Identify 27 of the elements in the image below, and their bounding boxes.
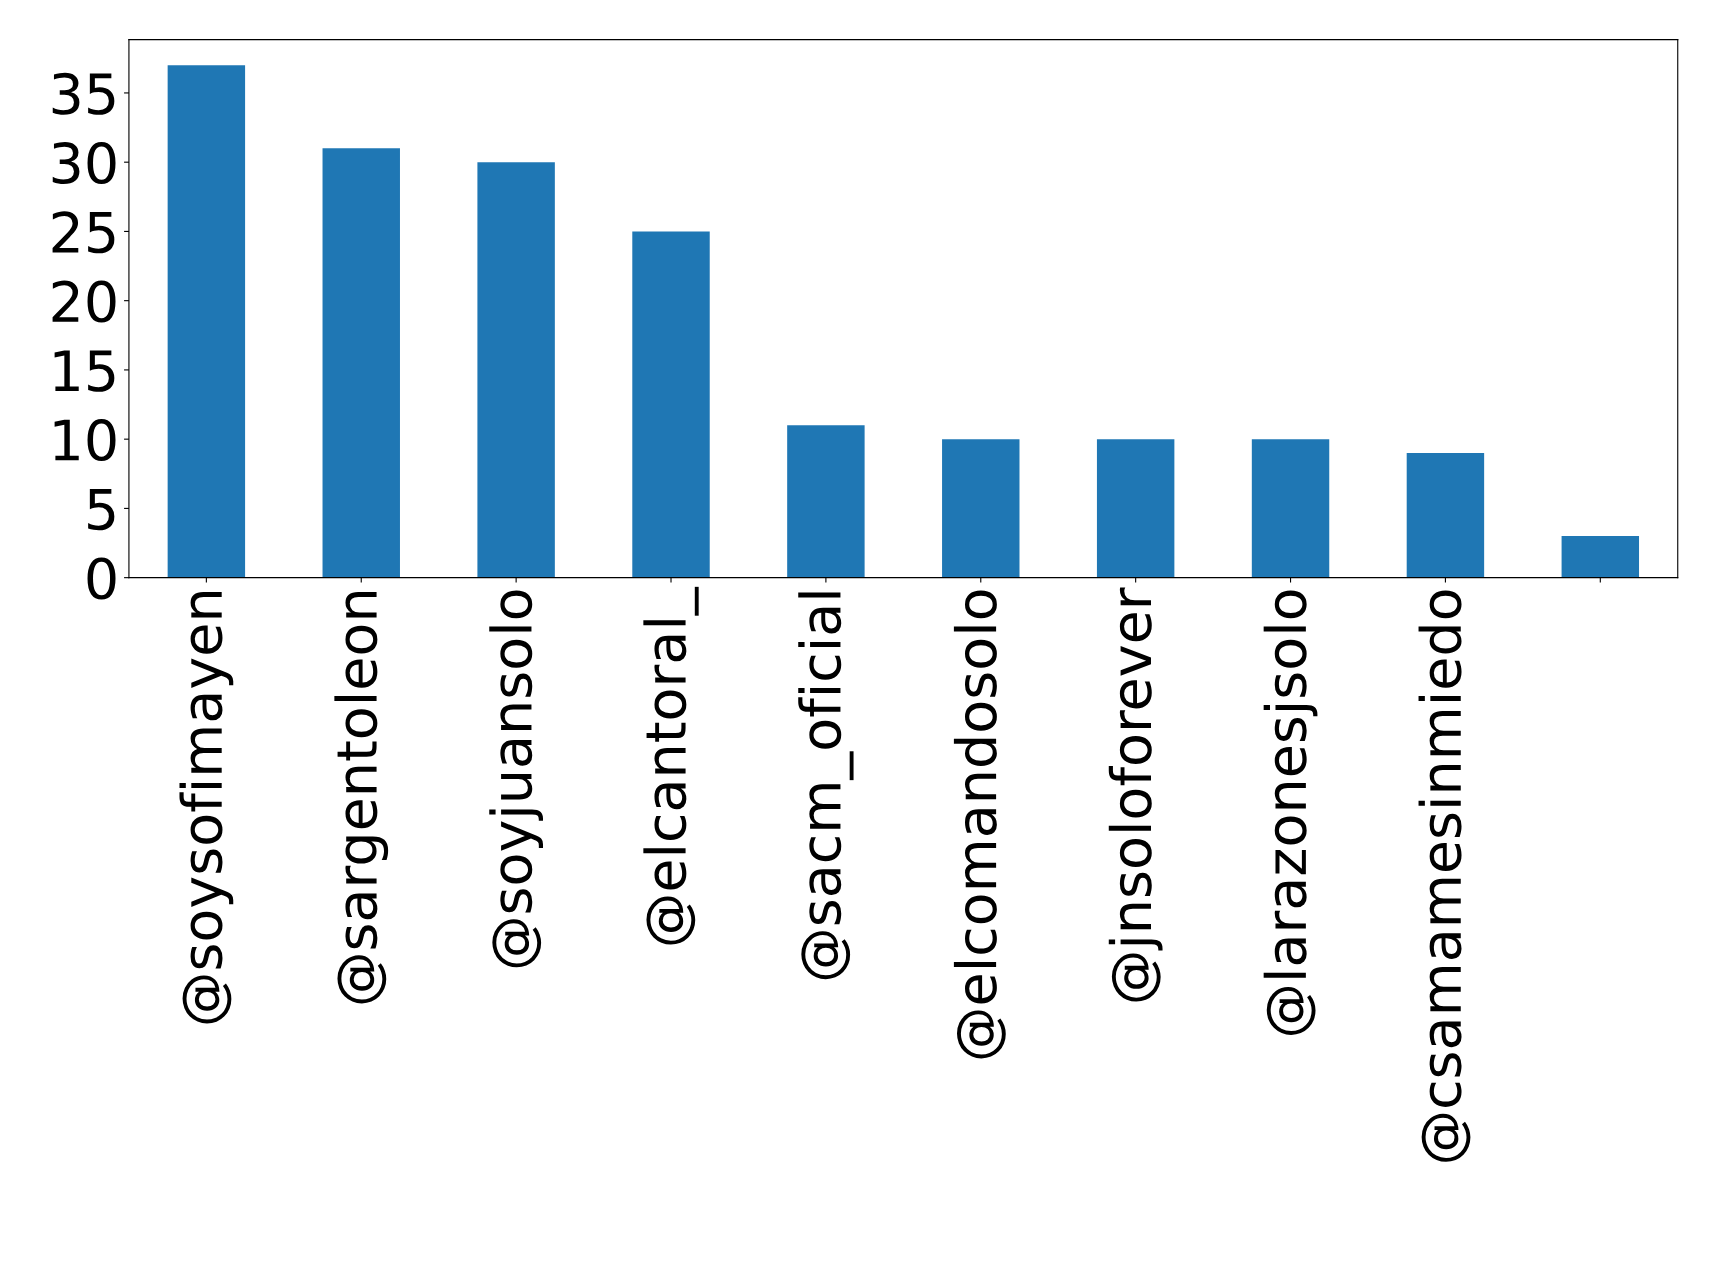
y-tick-label: 30 [52,142,116,185]
x-tick-label: @jnsoloforever [1108,587,1163,1002]
bar [1406,453,1485,578]
x-tick-label: @soyjuansolo [489,590,544,968]
bar [632,231,710,578]
bar [477,162,555,578]
x-tick-label: @sacm_oficial [798,592,854,980]
x-tick-label: @larazonesjsolo [1263,590,1318,1035]
y-tick-label: 15 [54,350,115,392]
y-tick-label: 20 [52,280,116,323]
bar [1251,439,1330,578]
y-tick-label: 25 [52,211,115,254]
bar [322,148,400,578]
y-tick-label: 10 [54,419,116,462]
x-tick-label: @soysofimayen [179,592,234,1024]
x-tick-label: @csamamesinmiedo [1418,590,1471,1162]
x-tick-label: @sargentoleon [334,592,389,1004]
x-tick-label: @elcantoral_ [643,586,699,945]
bar [942,439,1020,578]
bar [1561,536,1640,578]
bar [787,425,865,578]
y-tick-label: 35 [52,72,115,115]
y-tick-label: 5 [88,489,115,531]
bar [167,65,246,578]
y-tick-label: 0 [87,557,116,600]
bar [1096,439,1175,578]
x-tick-label: @elcomandosolo [953,590,1006,1059]
